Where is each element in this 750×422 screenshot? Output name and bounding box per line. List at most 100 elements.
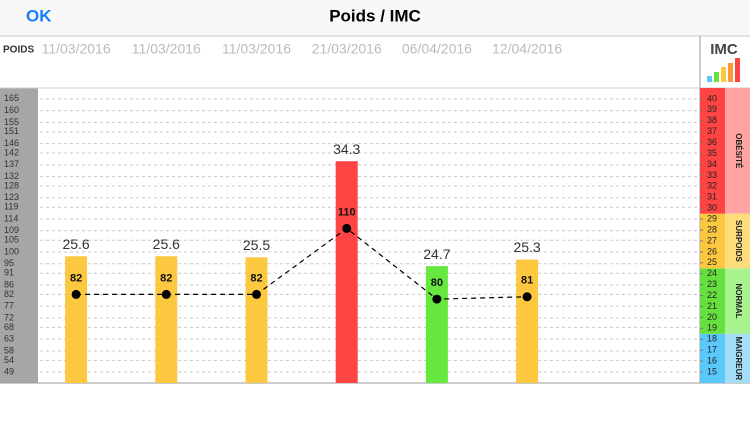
weight-point	[342, 223, 352, 233]
y2-tick-label: 28	[707, 224, 717, 234]
bar-value-label: 25.6	[153, 236, 180, 252]
x-tick-label: 12/04/2016	[492, 41, 562, 57]
zone-label: SURPOIDS	[734, 220, 743, 262]
weight-label: 110	[338, 206, 356, 218]
zone-band	[700, 333, 725, 383]
y2-tick-label: 38	[707, 115, 717, 125]
y2-tick-label: 22	[707, 290, 717, 300]
y-tick-label: 77	[4, 301, 14, 311]
weight-label: 80	[431, 277, 443, 289]
y-tick-label: 119	[4, 202, 18, 212]
zone-label: OBÉSITÉ	[734, 133, 743, 169]
y2-tick-label: 21	[707, 301, 717, 311]
x-tick-label: 11/03/2016	[132, 41, 201, 57]
y2-tick-label: 18	[707, 334, 717, 344]
y2-tick-label: 20	[707, 312, 717, 322]
y-tick-label: 128	[4, 180, 19, 190]
y-tick-label: 86	[4, 279, 14, 289]
weight-line	[76, 227, 528, 300]
y2-tick-label: 19	[707, 323, 717, 333]
y-tick-label: 58	[4, 345, 14, 355]
bar	[65, 256, 88, 383]
y-axis-panel	[0, 88, 38, 383]
weight-point	[252, 289, 261, 299]
y2-tick-label: 32	[707, 181, 717, 191]
y2-tick-label: 25	[707, 257, 717, 267]
x-tick-label: 06/04/2016	[402, 41, 472, 57]
y2-tick-label: 15	[707, 366, 717, 376]
y-tick-label: 100	[4, 246, 19, 256]
bar-value-label: 24.7	[423, 246, 450, 262]
y2-tick-label: 33	[707, 170, 717, 180]
y2-tick-label: 34	[707, 159, 717, 169]
y2-tick-label: 23	[707, 279, 717, 289]
zone-label: NORMAL	[734, 284, 743, 319]
y2-tick-label: 36	[707, 137, 717, 147]
y-tick-label: 68	[4, 322, 14, 332]
y2-tick-label: 17	[707, 345, 717, 355]
weight-label: 82	[250, 272, 262, 284]
ok-button[interactable]: OK	[26, 6, 52, 25]
y2-tick-label: 37	[707, 126, 717, 136]
weight-label: 82	[70, 272, 82, 284]
x-tick-label: 21/03/2016	[312, 41, 382, 57]
zone-label-band	[725, 213, 750, 269]
y2-tick-label: 35	[707, 148, 717, 158]
y2-tick-label: 29	[707, 213, 717, 223]
zone-band	[700, 213, 725, 269]
y-tick-label: 63	[4, 334, 14, 344]
x-tick-label: 11/03/2016	[42, 41, 111, 57]
y-tick-label: 109	[4, 225, 19, 235]
imc-icon	[707, 58, 740, 82]
y-tick-label: 105	[4, 235, 19, 245]
y-tick-label: 151	[4, 126, 19, 136]
y-tick-label: 82	[4, 289, 14, 299]
nav-bar	[0, 0, 750, 36]
y2-tick-label: 27	[707, 235, 717, 245]
weight-point	[71, 289, 81, 299]
y-tick-label: 137	[4, 159, 19, 169]
y-tick-label: 132	[4, 171, 19, 181]
x-tick-label: 11/03/2016	[222, 41, 291, 57]
zone-label: MAIGREUR	[734, 337, 743, 381]
y-tick-label: 155	[4, 117, 19, 127]
y2-tick-label: 31	[707, 192, 717, 202]
weight-label: 82	[160, 272, 172, 284]
y-tick-label: 72	[4, 312, 14, 322]
bar-value-label: 34.3	[333, 141, 360, 157]
y-tick-label: 114	[4, 213, 18, 223]
bar-value-label: 25.5	[243, 237, 270, 253]
bar	[245, 257, 268, 383]
zone-label-band	[725, 333, 750, 383]
weight-point	[161, 289, 171, 299]
weight-label: 81	[521, 275, 533, 287]
bar	[335, 161, 358, 383]
y-tick-label: 95	[4, 258, 14, 268]
y-tick-label: 165	[4, 93, 19, 103]
y-tick-label: 142	[4, 147, 19, 157]
y-tick-label: 54	[4, 355, 14, 365]
nav-title: Poids / IMC	[329, 6, 421, 25]
y2-tick-label: 39	[707, 104, 717, 114]
zone-label-band	[725, 268, 750, 334]
bar	[155, 256, 178, 383]
zone-label-band	[725, 88, 750, 214]
y2-axis-label: IMC	[710, 41, 738, 58]
zone-band	[700, 88, 725, 214]
bar-value-label: 25.6	[62, 236, 89, 252]
y-tick-label: 91	[4, 268, 14, 278]
bar-value-label: 25.3	[513, 239, 540, 255]
y2-tick-label: 30	[707, 203, 717, 213]
weight-point	[522, 292, 532, 302]
weight-point	[432, 294, 442, 304]
y-tick-label: 123	[4, 192, 19, 202]
y2-tick-label: 24	[707, 268, 717, 278]
y2-tick-label: 40	[707, 93, 717, 103]
y-tick-label: 160	[4, 105, 19, 115]
y-axis-label: POIDS	[3, 45, 34, 56]
y-tick-label: 146	[4, 138, 19, 148]
bar	[516, 259, 539, 383]
y2-tick-label: 26	[707, 246, 717, 256]
